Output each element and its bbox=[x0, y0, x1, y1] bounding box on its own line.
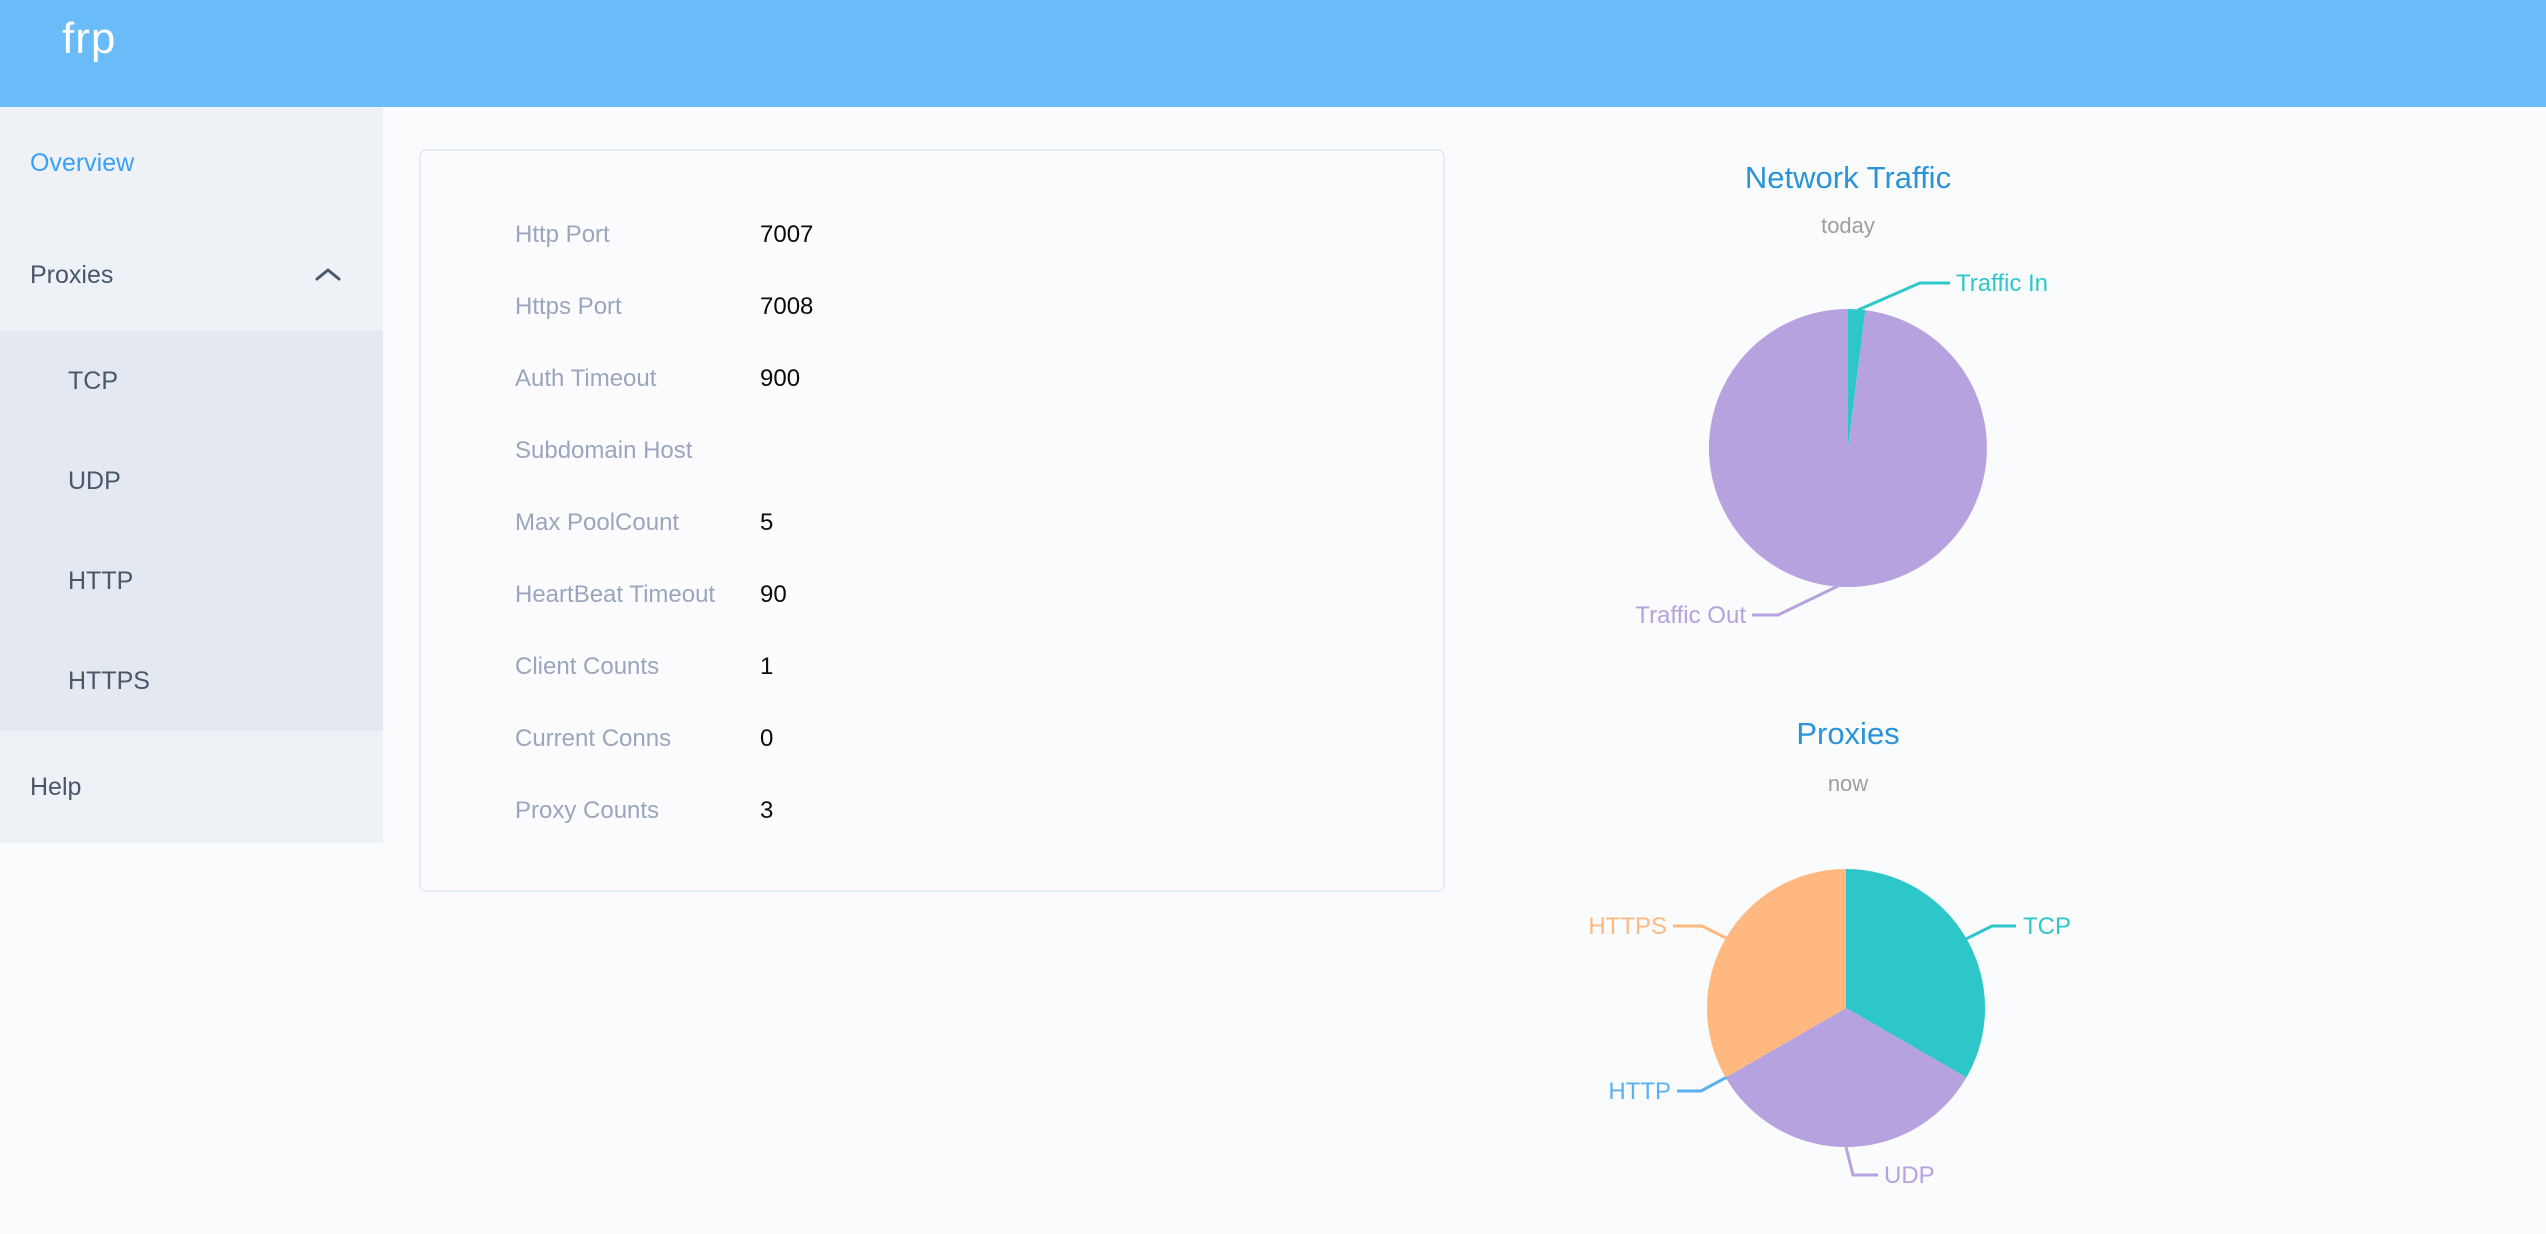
https-pie-slice[interactable] bbox=[1706, 869, 1846, 1078]
info-value: 1 bbox=[760, 653, 774, 680]
sidebar-item-proxies[interactable]: Proxies bbox=[0, 219, 383, 331]
sidebar-item-label: TCP bbox=[68, 367, 118, 395]
table-row: Auth Timeout 900 bbox=[421, 343, 1443, 415]
sidebar: Overview Proxies TCP UDP HTTP HTTPS Help bbox=[0, 107, 383, 843]
info-value: 900 bbox=[760, 365, 801, 392]
chevron-up-icon bbox=[315, 268, 341, 281]
app-header: frp bbox=[0, 0, 2546, 107]
udp-slice-label: UDP bbox=[1884, 1162, 1935, 1189]
traffic-in-label-leader-line bbox=[1857, 281, 1950, 312]
proxies-title: Proxies bbox=[1796, 716, 1900, 751]
sidebar-item-tcp[interactable]: TCP bbox=[0, 331, 383, 431]
info-label: Max PoolCount bbox=[515, 509, 680, 536]
info-value: 7008 bbox=[760, 293, 814, 320]
info-label: Current Conns bbox=[515, 725, 672, 752]
table-row: HeartBeat Timeout 90 bbox=[421, 559, 1443, 631]
https-label-leader-line bbox=[1673, 924, 1727, 940]
traffic-out-label-leader-line bbox=[1752, 584, 1839, 617]
server-info-panel: Http Port 7007 Https Port 7008 Auth Timeout 9… bbox=[419, 149, 1445, 892]
info-value: 90 bbox=[760, 581, 787, 608]
table-row: Https Port 7008 bbox=[421, 271, 1443, 343]
info-value: 7007 bbox=[760, 221, 814, 248]
sidebar-item-label: Help bbox=[30, 773, 82, 801]
network-traffic-title: Network Traffic bbox=[1744, 160, 1952, 195]
info-value: 3 bbox=[760, 797, 774, 824]
traffic-out-slice-label: Traffic Out bbox=[1635, 602, 1746, 629]
https-slice-label: HTTPS bbox=[1588, 913, 1667, 940]
info-value: 0 bbox=[760, 725, 774, 752]
http-label-leader-line bbox=[1677, 1075, 1728, 1093]
table-row: Subdomain Host bbox=[421, 415, 1443, 487]
info-label: Auth Timeout bbox=[515, 365, 657, 392]
proxies-submenu: TCP UDP HTTP HTTPS bbox=[0, 331, 383, 731]
udp-pie-slice[interactable] bbox=[1725, 1008, 1967, 1148]
table-row: Http Port 7007 bbox=[421, 199, 1443, 271]
traffic-in-pie-slice[interactable] bbox=[1848, 309, 1866, 448]
info-label: Client Counts bbox=[515, 653, 660, 680]
info-label: Https Port bbox=[515, 293, 622, 320]
sidebar-item-label: Proxies bbox=[30, 261, 114, 289]
udp-label-leader-line bbox=[1844, 1146, 1878, 1177]
traffic-out-pie-slice[interactable] bbox=[1708, 308, 1987, 587]
tcp-label-leader-line bbox=[1965, 924, 2016, 941]
sidebar-item-udp[interactable]: UDP bbox=[0, 431, 383, 531]
server-info-rows: Http Port 7007 Https Port 7008 Auth Timeout 9… bbox=[421, 199, 1443, 847]
sidebar-menu: Overview Proxies TCP UDP HTTP HTTPS Help bbox=[0, 107, 383, 843]
table-row: Current Conns 0 bbox=[421, 703, 1443, 775]
sidebar-item-https[interactable]: HTTPS bbox=[0, 631, 383, 731]
tcp-slice-label: TCP bbox=[2023, 913, 2071, 940]
sidebar-item-http[interactable]: HTTP bbox=[0, 531, 383, 631]
app-logo: frp bbox=[62, 14, 117, 63]
network-traffic-subtitle: today bbox=[1821, 213, 1875, 238]
table-row: Proxy Counts 3 bbox=[421, 775, 1443, 847]
network-traffic-pie-chart: Traffic In Traffic Out bbox=[1635, 270, 2048, 629]
sidebar-item-label: Overview bbox=[30, 149, 135, 177]
info-label: HeartBeat Timeout bbox=[515, 581, 716, 608]
sidebar-item-label: HTTP bbox=[68, 567, 134, 595]
table-row: Client Counts 1 bbox=[421, 631, 1443, 703]
table-row: Max PoolCount 5 bbox=[421, 487, 1443, 559]
http-slice-label: HTTP bbox=[1608, 1078, 1671, 1105]
tcp-pie-slice[interactable] bbox=[1846, 869, 1986, 1078]
sidebar-item-overview[interactable]: Overview bbox=[0, 107, 383, 219]
sidebar-item-label: UDP bbox=[68, 467, 121, 495]
info-label: Http Port bbox=[515, 221, 610, 248]
sidebar-item-help[interactable]: Help bbox=[0, 731, 383, 843]
proxies-subtitle: now bbox=[1827, 771, 1869, 796]
info-value: 5 bbox=[760, 509, 774, 536]
traffic-in-slice-label: Traffic In bbox=[1956, 270, 2048, 297]
proxies-pie-chart: TCP UDP HTTP HTTPS bbox=[1588, 869, 2071, 1189]
info-label: Proxy Counts bbox=[515, 797, 660, 824]
info-label: Subdomain Host bbox=[515, 437, 693, 464]
sidebar-item-label: HTTPS bbox=[68, 667, 150, 695]
